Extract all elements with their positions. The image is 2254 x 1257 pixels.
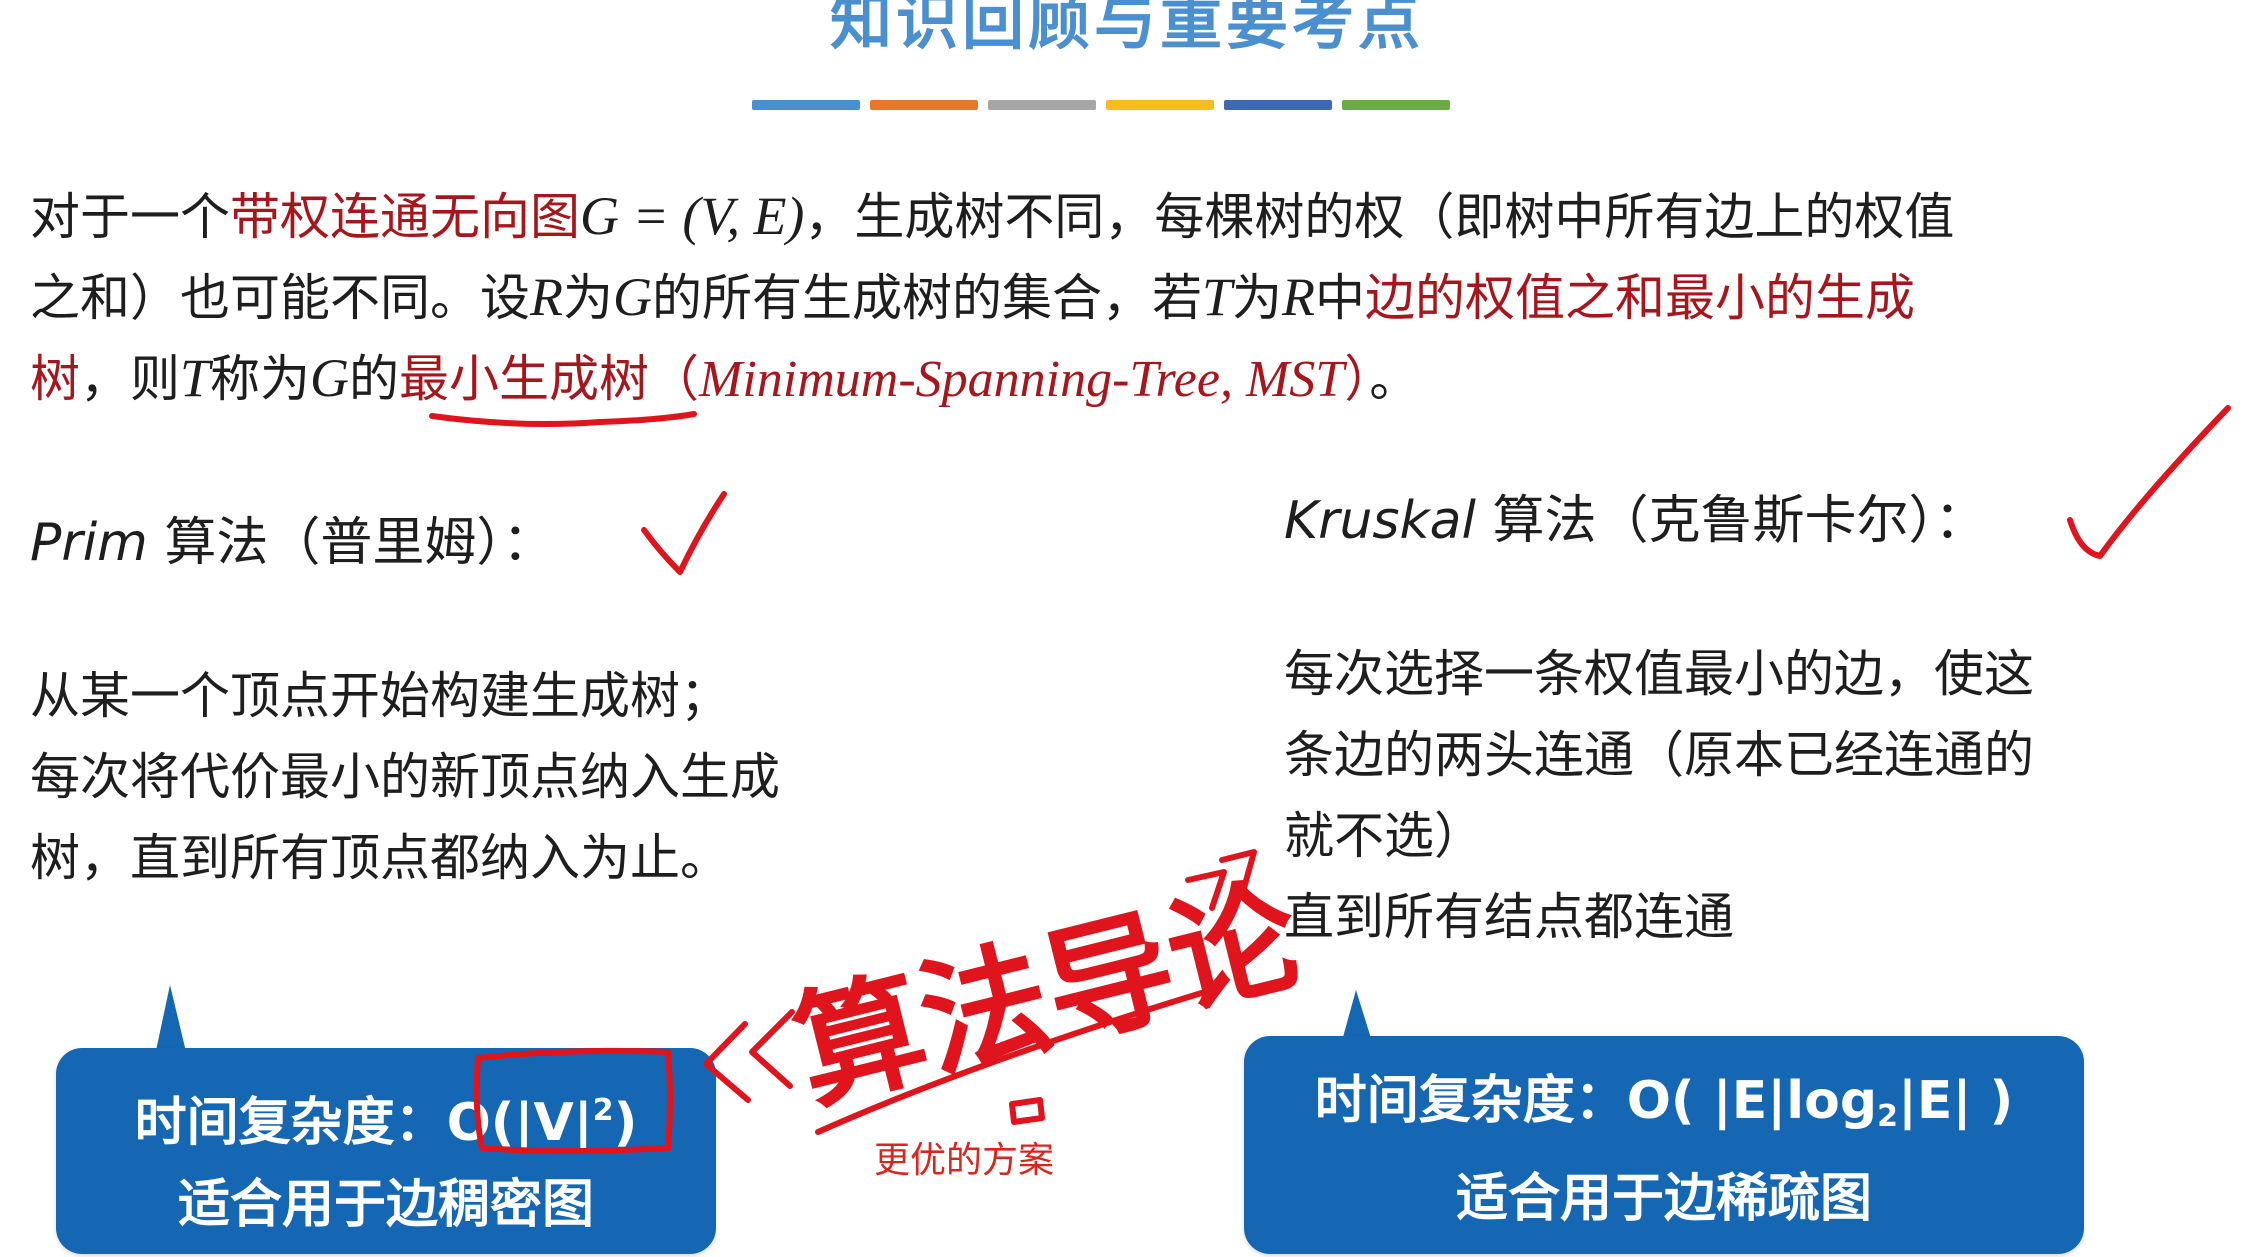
highlight-min-weight: 边的权值之和最小的生成 <box>1365 269 1916 327</box>
prim-desc-line: 每次将代价最小的新顶点纳入生成 <box>30 748 780 806</box>
var-g: G <box>613 267 652 327</box>
var-r: R <box>530 267 563 327</box>
kruskal-complexity: 时间复杂度：O( |E|log2|E| ) <box>1244 1060 2084 1158</box>
var-t: T <box>1202 267 1233 327</box>
kruskal-usage: 适合用于边稀疏图 <box>1455 1169 1872 1229</box>
var-r: R <box>1282 267 1316 327</box>
prim-desc-line: 树，直到所有顶点都纳入为止。 <box>30 829 730 887</box>
title-bar-3 <box>988 100 1096 110</box>
prim-usage: 适合用于边稠密图 <box>177 1175 594 1235</box>
intro-text: 中 <box>1315 269 1366 327</box>
intro-text: 之和）也可能不同。设 <box>30 269 530 327</box>
complexity-label: 时间复杂度： <box>134 1093 447 1153</box>
kruskal-check-icon <box>2067 405 2231 559</box>
highlight-mst: 最小生成树 <box>399 350 650 408</box>
kruskal-desc-line: 每次选择一条权值最小的边，使这 <box>1284 645 2034 703</box>
title-bar-6 <box>1342 100 1450 110</box>
kruskal-desc-line: 直到所有结点都连通 <box>1284 888 1734 946</box>
kruskal-callout-pointer <box>1340 990 1374 1048</box>
prim-complexity: 时间复杂度：O(|V|2) <box>56 1070 716 1164</box>
kruskal-desc-line: 条边的两头连通（原本已经连通的 <box>1284 726 2034 784</box>
intro-text: 称为 <box>210 350 311 408</box>
handwriting-underline <box>815 985 1221 1135</box>
kruskal-desc-line: 就不选） <box>1284 807 1484 865</box>
intro-text: 的所有生成树的集合，若 <box>652 269 1202 327</box>
prim-check-icon <box>641 491 727 575</box>
title-color-bars <box>752 100 1450 110</box>
prim-complexity-value: O(|V| <box>446 1093 593 1153</box>
prim-description: 从某一个顶点开始构建生成树； 每次将代价最小的新顶点纳入生成 树，直到所有顶点都… <box>30 656 780 899</box>
kruskal-complexity-value: O( |E|log <box>1626 1071 1878 1131</box>
paren-open: （ <box>649 350 700 408</box>
intro-line-1: 对于一个带权连通无向图G = (V, E)，生成树不同，每棵树的权（即树中所有边… <box>30 176 2210 257</box>
kruskal-heading: Kruskal 算法（克鲁斯卡尔）： <box>1284 486 1987 556</box>
intro-line-3: 树，则T称为G的最小生成树（Minimum-Spanning-Tree, MST… <box>30 338 2210 419</box>
kruskal-name: Kruskal <box>1284 491 1476 551</box>
left-chevron-2 <box>749 1009 795 1089</box>
left-chevron-1 <box>703 1021 751 1103</box>
kruskal-complexity-end: |E| ) <box>1897 1071 2014 1131</box>
page-title: 知识回顾与重要考点 <box>829 0 1424 58</box>
mst-english: Minimum-Spanning-Tree, MST <box>699 351 1345 408</box>
graph-notation: G = (V, E) <box>580 186 805 246</box>
right-chevron-2 <box>1219 849 1257 891</box>
kruskal-label: 算法（克鲁斯卡尔）： <box>1492 491 1987 551</box>
prim-heading: Prim 算法（普里姆）： <box>30 508 554 578</box>
title-bar-1 <box>752 100 860 110</box>
prim-name: Prim <box>30 513 148 573</box>
highlight-min-weight-end: 树 <box>30 350 80 408</box>
paren-close: ) <box>613 1093 638 1153</box>
intro-text: ，则 <box>80 350 180 408</box>
log-base: 2 <box>1877 1099 1898 1134</box>
exponent: 2 <box>592 1093 614 1128</box>
intro-line-2: 之和）也可能不同。设R为G的所有生成树的集合，若T为R中边的权值之和最小的生成 <box>30 257 2210 338</box>
prim-callout-pointer <box>154 985 188 1060</box>
highlight-weighted-graph: 带权连通无向图 <box>230 188 580 246</box>
paren-close: ） <box>1344 350 1370 408</box>
intro-text: 对于一个 <box>30 188 230 246</box>
intro-text: 为 <box>1232 269 1283 327</box>
intro-text: 。 <box>1369 350 1420 408</box>
intro-text: ，生成树不同，每棵树的权（即树中所有边上的权值 <box>804 188 1955 246</box>
right-chevron-1 <box>1185 869 1227 911</box>
kruskal-description: 每次选择一条权值最小的边，使这 条边的两头连通（原本已经连通的 就不选） 直到所… <box>1284 634 2034 958</box>
intro-paragraph: 对于一个带权连通无向图G = (V, E)，生成树不同，每棵树的权（即树中所有边… <box>30 176 2210 419</box>
better-solution-note: 更优的方案 <box>874 1140 1055 1181</box>
mst-underline <box>429 411 697 427</box>
kruskal-complexity-box: 时间复杂度：O( |E|log2|E| ) 适合用于边稀疏图 <box>1244 1036 2084 1254</box>
complexity-label: 时间复杂度： <box>1314 1071 1627 1131</box>
intro-text: 的 <box>349 350 400 408</box>
prim-label: 算法（普里姆）： <box>164 513 555 573</box>
title-bar-4 <box>1106 100 1214 110</box>
handwritten-algorithms-book: 算法导论 <box>781 861 1315 1130</box>
prim-desc-line: 从某一个顶点开始构建生成树； <box>30 667 730 725</box>
var-t: T <box>180 348 211 408</box>
complexity-circle <box>473 1047 673 1154</box>
small-mark <box>1009 1097 1045 1125</box>
var-g: G <box>310 348 350 408</box>
title-bar-5 <box>1224 100 1332 110</box>
title-bar-2 <box>870 100 978 110</box>
intro-text: 为 <box>563 269 613 327</box>
